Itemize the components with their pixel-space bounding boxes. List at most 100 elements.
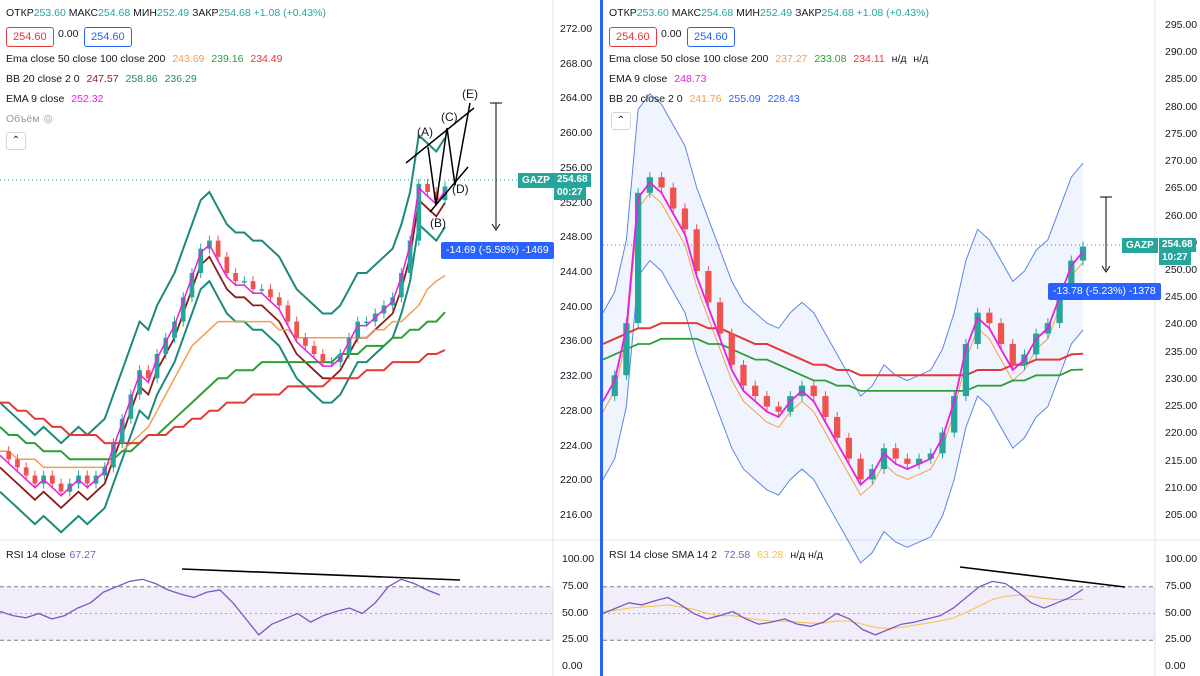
collapse-legend-button[interactable]: ⌃: [6, 132, 26, 150]
wave-label-b[interactable]: (B): [430, 216, 446, 230]
left-candle-body: [119, 418, 125, 444]
legend-bb[interactable]: BB 20 close 2 0 247.57 258.86 236.29: [6, 73, 197, 85]
right-chart-pane[interactable]: ОТКР253.60 МАКС254.68 МИН252.49 ЗАКР254.…: [603, 0, 1200, 676]
wave-label-a[interactable]: (A): [417, 125, 433, 139]
price-axis-tick-label: 240.00: [560, 300, 593, 313]
bb-upper-band: [0, 133, 446, 445]
right-candle-body: [705, 271, 712, 303]
legend-volume[interactable]: Объём ◎: [6, 113, 53, 125]
right-candle-body: [880, 448, 888, 470]
wedge-lower-line: [429, 166, 469, 213]
left-candle-body: [276, 297, 282, 306]
right-candle-body: [892, 448, 899, 459]
spread-value: 0.00: [58, 28, 79, 40]
price-axis-tick-label: 230.00: [1165, 372, 1198, 385]
price-axis-tick-label: 280.00: [1165, 100, 1198, 113]
rsi-axis-tick-label: 50.00: [562, 606, 589, 619]
buy-button[interactable]: 254.60: [84, 27, 132, 47]
elliott-wave-path: [427, 102, 471, 206]
pane-splitter[interactable]: [600, 0, 603, 676]
left-candle-body: [416, 183, 422, 241]
rsi-axis-tick-label: 100.00: [1165, 553, 1198, 565]
legend-ema9[interactable]: EMA 9 close 252.32: [6, 93, 104, 105]
left-candle-body: [172, 321, 177, 338]
left-candle-body: [154, 354, 160, 379]
right-candle-body: [1056, 291, 1063, 324]
legend-ema9[interactable]: EMA 9 close 248.73: [609, 73, 707, 85]
right-candle-body: [681, 208, 689, 230]
ema100-line: [0, 311, 446, 461]
price-axis-tick-label: 232.00: [560, 370, 593, 383]
bb-fill: [603, 93, 1083, 563]
left-candle-body: [364, 321, 369, 324]
ema9-line: [603, 181, 1084, 487]
left-candle-body: [6, 451, 12, 460]
price-axis-tick-label: 260.00: [560, 127, 593, 140]
legend-ema[interactable]: Ema close 50 close 100 close 200 243.69 …: [6, 53, 283, 65]
rsi-legend[interactable]: RSI 14 close SMA 14 2 72.58 63.28 н/д н/…: [609, 549, 823, 561]
price-axis-tick-label: 285.00: [1165, 73, 1198, 86]
right-candle-body: [658, 177, 665, 188]
wave-label-d[interactable]: (D): [452, 182, 469, 196]
right-candle-body: [904, 458, 911, 464]
left-candle-body: [268, 289, 273, 298]
left-candle-body: [84, 475, 90, 484]
rsi-divergence-line: [959, 566, 1126, 588]
left-candle-body: [49, 475, 55, 484]
left-candle-body: [163, 337, 169, 354]
rsi-legend[interactable]: RSI 14 close 67.27: [6, 549, 96, 561]
left-candle-body: [111, 443, 116, 468]
wave-label-e[interactable]: (E): [462, 87, 478, 101]
right-candle-body: [845, 437, 852, 459]
bb-upper-band: [603, 93, 1084, 397]
legend-bb[interactable]: BB 20 close 2 0 241.76 255.09 228.43: [609, 93, 800, 105]
legend-ema[interactable]: Ema close 50 close 100 close 200 237.27 …: [609, 53, 929, 65]
left-candle-body: [198, 248, 204, 273]
bar-countdown: 10:27: [1159, 251, 1191, 265]
left-candle-body: [355, 321, 361, 338]
price-axis-tick-label: 220.00: [560, 474, 593, 487]
spread-value: 0.00: [661, 28, 682, 40]
left-candle-body: [329, 362, 334, 364]
left-candle-body: [259, 289, 265, 291]
price-axis-tick-label: 215.00: [1165, 454, 1198, 467]
left-candle-body: [407, 240, 413, 273]
left-chart-pane[interactable]: ОТКР253.60 МАКС254.68 МИН252.49 ЗАКР254.…: [0, 0, 600, 676]
right-candle-body: [1009, 343, 1016, 365]
rsi-axis-tick-label: 75.00: [562, 579, 589, 592]
bb-lower-band: [603, 259, 1084, 564]
wave-label-c[interactable]: (C): [441, 110, 458, 124]
price-axis-tick-label: 275.00: [1165, 127, 1198, 140]
price-axis-tick-label: 235.00: [1165, 345, 1198, 358]
sell-button[interactable]: 254.60: [6, 27, 54, 47]
right-candle-body: [1079, 246, 1087, 261]
price-axis-tick-label: 245.00: [1165, 291, 1198, 304]
price-axis-tick-label: 228.00: [560, 404, 593, 417]
price-axis-tick-label: 210.00: [1165, 481, 1198, 494]
ema50-line: [0, 274, 446, 469]
sell-button[interactable]: 254.60: [609, 27, 657, 47]
right-candle-body: [997, 323, 1005, 344]
rsi-axis-tick-label: 100.00: [562, 553, 595, 565]
right-candle-body: [810, 385, 817, 397]
price-axis-tick-label: 220.00: [1165, 427, 1198, 440]
ema9-line: [0, 186, 446, 497]
right-candle-body: [634, 192, 642, 324]
left-chart-canvas[interactable]: [0, 0, 600, 676]
left-candle-body: [433, 192, 439, 201]
right-chart-canvas[interactable]: [603, 0, 1200, 676]
eye-hidden-icon[interactable]: ◎: [43, 113, 53, 125]
right-candle-body: [951, 396, 958, 433]
left-candle-body: [58, 483, 64, 492]
right-candle-body: [834, 416, 841, 438]
right-candle-body: [752, 385, 759, 397]
buy-button[interactable]: 254.60: [687, 27, 735, 47]
left-candle-body: [425, 183, 430, 192]
right-candle-body: [1068, 260, 1075, 292]
left-candle-body: [399, 273, 404, 298]
right-candle-body: [623, 323, 630, 376]
collapse-legend-button[interactable]: ⌃: [611, 112, 631, 130]
right-candle-body: [763, 396, 771, 407]
wedge-upper-line: [405, 107, 475, 164]
price-axis-tick-label: 295.00: [1165, 19, 1198, 31]
